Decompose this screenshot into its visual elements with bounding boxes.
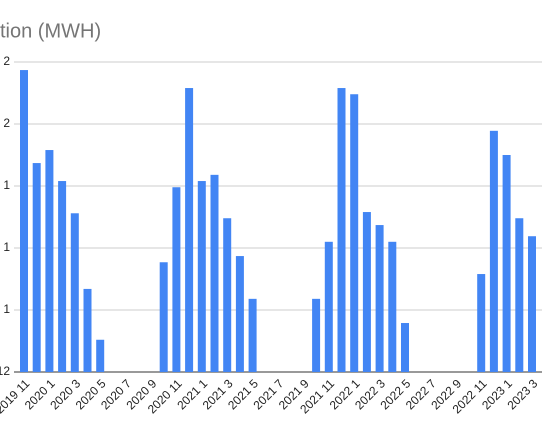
bar <box>324 241 333 372</box>
y-tick-label: 1 <box>3 240 10 254</box>
bar <box>337 88 346 372</box>
bar <box>159 262 168 372</box>
bar <box>83 288 92 372</box>
bar <box>477 274 486 372</box>
bar <box>375 225 384 372</box>
bar <box>210 174 219 372</box>
bar <box>350 94 359 373</box>
y-tick-label: 12 <box>0 364 10 378</box>
bar <box>70 213 79 372</box>
bar <box>528 236 536 372</box>
y-tick-label: 1 <box>3 302 10 316</box>
chart-title: tion (MWH) <box>0 20 101 42</box>
bar <box>58 181 67 372</box>
bar <box>172 187 181 372</box>
bar <box>185 88 194 372</box>
bar <box>32 163 41 372</box>
bar <box>235 256 244 372</box>
bar <box>388 241 397 372</box>
bar <box>362 212 371 372</box>
bar <box>197 181 206 372</box>
bar <box>515 218 524 372</box>
bar <box>20 70 28 372</box>
bar <box>223 218 232 372</box>
bar <box>401 323 409 372</box>
bar <box>248 298 257 372</box>
y-tick-label: 2 <box>3 116 10 130</box>
y-tick-label: 2 <box>3 54 10 68</box>
y-tick-label: 1 <box>3 178 10 192</box>
bar <box>502 155 511 372</box>
bar <box>45 150 54 372</box>
bar <box>312 298 321 372</box>
bar <box>489 130 498 372</box>
bar <box>96 339 105 372</box>
